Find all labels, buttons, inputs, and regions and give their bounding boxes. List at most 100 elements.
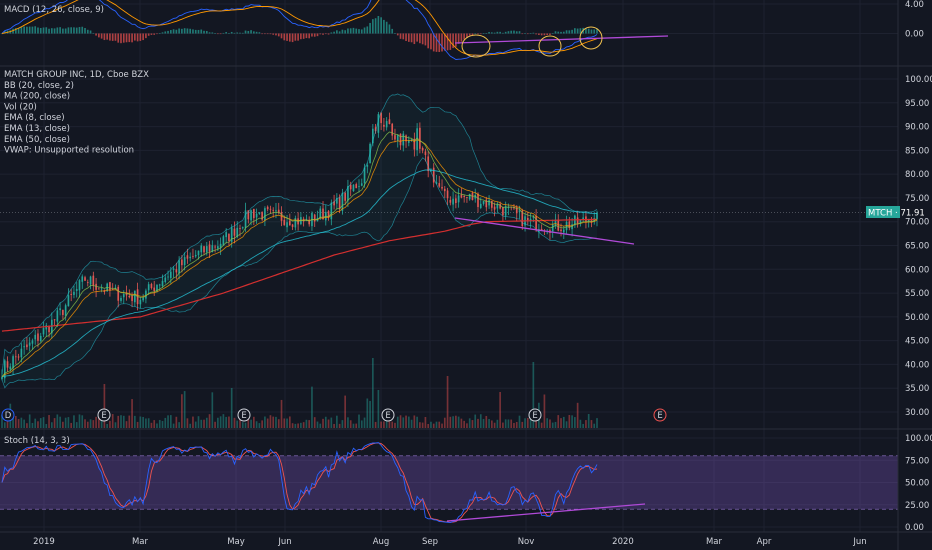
candle-body <box>535 215 537 231</box>
macd-histogram-bar <box>175 29 178 34</box>
volume-bar <box>200 419 203 428</box>
volume-bar <box>194 421 197 428</box>
volume-bar <box>549 419 551 428</box>
volume-bar <box>308 420 311 428</box>
volume-bar <box>283 418 286 428</box>
axis-layer: 2019 Mar May Jun Aug Sep Nov 2020 Mar Apr Jun 100.0… <box>33 0 932 547</box>
candle-body <box>313 214 316 222</box>
volume-bar <box>515 421 518 428</box>
volume-bar <box>86 421 89 428</box>
volume-bar <box>443 417 446 428</box>
macd-circle <box>461 34 491 58</box>
candle-body <box>515 207 518 214</box>
macd-histogram-bar <box>562 31 565 34</box>
volume-bar <box>582 423 584 428</box>
candle-body <box>100 288 103 290</box>
candle-body <box>15 356 17 358</box>
candle-body <box>521 210 524 227</box>
volume-bar <box>20 417 23 428</box>
volume-bar <box>463 420 465 428</box>
candle-body <box>225 232 227 238</box>
candle-body <box>391 123 394 136</box>
macd-histogram-bar <box>399 33 402 39</box>
volume-bar <box>247 415 250 428</box>
volume-bar <box>474 414 477 428</box>
volume-bar <box>432 423 435 428</box>
candle-body <box>89 276 92 285</box>
macd-histogram-bar <box>455 33 457 47</box>
volume-bar <box>327 419 330 428</box>
macd-histogram-bar <box>89 30 92 34</box>
macd-histogram-bar <box>557 31 560 34</box>
macd-histogram-bar <box>277 33 280 37</box>
volume-bar <box>383 421 385 428</box>
candle-body <box>441 186 443 189</box>
candle-body <box>358 185 360 187</box>
volume-bar <box>540 422 543 428</box>
macd-histogram-bar <box>510 30 513 34</box>
candle-body <box>491 200 493 208</box>
candle-body <box>443 188 446 192</box>
macd-histogram-bar <box>388 24 391 34</box>
volume-bar <box>266 418 269 428</box>
macd-histogram-bar <box>156 33 158 35</box>
volume-bar <box>15 415 17 428</box>
macd-histogram-bar <box>294 33 297 41</box>
macd-histogram-bar <box>103 33 106 41</box>
volume-bar <box>3 422 6 428</box>
volume-bar <box>333 423 335 428</box>
macd-histogram-bar <box>75 27 78 34</box>
candle-body <box>574 215 576 226</box>
indicator-legend-item: BB (20, close, 2) <box>4 81 74 91</box>
x-tick-label: 2020 <box>612 537 634 547</box>
volume-bar <box>48 415 50 428</box>
macd-histogram-bar <box>363 27 366 34</box>
candle-body <box>197 250 200 256</box>
candle-body <box>377 114 380 133</box>
candle-body <box>134 290 136 303</box>
volume-bar <box>344 395 346 428</box>
candle-body <box>167 276 169 278</box>
candle-body <box>42 327 45 335</box>
macd-histogram-bar <box>272 33 275 35</box>
candle-body <box>374 127 377 132</box>
candle-body <box>582 217 584 220</box>
volume-bar <box>593 423 596 428</box>
macd-histogram-bar <box>244 30 247 34</box>
macd-histogram-bar <box>131 33 133 43</box>
volume-bar <box>109 420 111 428</box>
candle-body <box>449 199 452 203</box>
candle-body <box>305 218 308 220</box>
macd-histogram-bar <box>164 31 167 34</box>
candle-body <box>402 133 405 146</box>
volume-bar <box>388 421 391 428</box>
volume-bar <box>499 392 501 428</box>
volume-bar <box>587 414 590 428</box>
volume-bar <box>17 419 20 428</box>
macd-histogram-bar <box>452 33 454 49</box>
volume-bar <box>532 362 535 428</box>
volume-bar <box>73 415 75 428</box>
volume-bar <box>347 417 349 428</box>
candle-body <box>405 135 407 142</box>
volume-bar <box>106 423 108 428</box>
volume-bar <box>297 423 299 428</box>
volume-bar <box>452 416 454 428</box>
macd-histogram-bar <box>300 33 302 40</box>
candle-body <box>576 217 579 224</box>
macd-histogram-bar <box>147 33 150 36</box>
volume-bar <box>410 419 413 428</box>
macd-histogram-bar <box>479 33 482 35</box>
macd-histogram-bar <box>100 33 103 39</box>
candle-body <box>131 295 133 302</box>
volume-bar <box>164 417 167 428</box>
macd-histogram-bar <box>549 33 551 35</box>
volume-bar <box>78 414 81 428</box>
macd-histogram-bar <box>125 33 128 43</box>
macd-histogram-bar <box>327 33 330 35</box>
macd-histogram-bar <box>585 28 587 34</box>
volume-bar <box>178 422 180 428</box>
macd-histogram-bar <box>529 33 532 34</box>
candle-body <box>560 229 562 232</box>
